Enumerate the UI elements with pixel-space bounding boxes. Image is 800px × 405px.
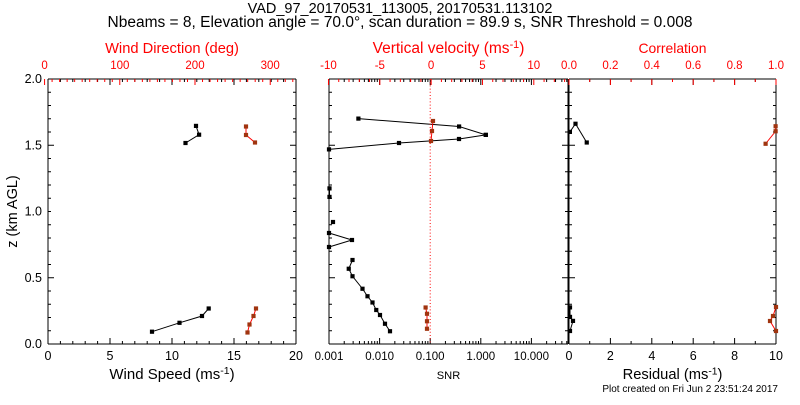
svg-text:0.010: 0.010 bbox=[365, 351, 394, 363]
svg-text:1.0: 1.0 bbox=[768, 60, 784, 72]
svg-text:-5: -5 bbox=[375, 60, 385, 72]
svg-text:0.6: 0.6 bbox=[685, 60, 701, 72]
svg-text:10: 10 bbox=[769, 349, 783, 363]
svg-text:20: 20 bbox=[289, 349, 303, 363]
svg-text:Nbeams = 8, Elevation angle =: Nbeams = 8, Elevation angle = 70.0°, sca… bbox=[108, 14, 693, 31]
svg-text:z (km AGL): z (km AGL) bbox=[5, 175, 21, 248]
svg-text:0.001: 0.001 bbox=[315, 351, 344, 363]
svg-text:0.5: 0.5 bbox=[25, 271, 42, 285]
svg-text:0.2: 0.2 bbox=[602, 60, 618, 72]
svg-text:0.4: 0.4 bbox=[644, 60, 661, 72]
svg-text:100: 100 bbox=[110, 60, 129, 72]
svg-text:Correlation: Correlation bbox=[639, 40, 707, 56]
svg-text:2: 2 bbox=[607, 349, 614, 363]
svg-text:SNR: SNR bbox=[437, 370, 460, 382]
svg-text:Wind Speed (ms-1): Wind Speed (ms-1) bbox=[109, 365, 234, 383]
svg-text:0.0: 0.0 bbox=[25, 337, 42, 351]
svg-text:1.5: 1.5 bbox=[25, 138, 42, 152]
svg-text:Wind Direction (deg): Wind Direction (deg) bbox=[105, 41, 239, 57]
svg-text:4: 4 bbox=[648, 349, 655, 363]
svg-text:10.000: 10.000 bbox=[514, 351, 549, 363]
svg-text:6: 6 bbox=[690, 349, 697, 363]
svg-text:1.000: 1.000 bbox=[466, 351, 495, 363]
svg-text:8: 8 bbox=[731, 349, 738, 363]
svg-text:1.0: 1.0 bbox=[25, 205, 42, 219]
svg-text:0.100: 0.100 bbox=[416, 351, 445, 363]
svg-text:200: 200 bbox=[185, 60, 204, 72]
svg-text:0: 0 bbox=[428, 60, 434, 72]
svg-text:5: 5 bbox=[479, 60, 485, 72]
svg-text:2.0: 2.0 bbox=[25, 72, 42, 86]
svg-text:Vertical velocity (ms-1): Vertical velocity (ms-1) bbox=[373, 39, 525, 57]
svg-text:Residual (ms-1): Residual (ms-1) bbox=[623, 366, 723, 383]
svg-text:0.0: 0.0 bbox=[561, 60, 577, 72]
svg-text:-10: -10 bbox=[320, 60, 337, 72]
svg-text:0: 0 bbox=[45, 349, 52, 363]
svg-text:0: 0 bbox=[566, 349, 573, 363]
svg-text:300: 300 bbox=[261, 60, 280, 72]
svg-text:0: 0 bbox=[41, 60, 47, 72]
svg-text:10: 10 bbox=[527, 60, 540, 72]
svg-text:5: 5 bbox=[107, 349, 114, 363]
svg-text:0.8: 0.8 bbox=[727, 60, 743, 72]
svg-text:Plot created on Fri Jun 2 23:: Plot created on Fri Jun 2 23:51:24 2017 bbox=[602, 384, 778, 395]
svg-text:10: 10 bbox=[165, 349, 179, 363]
svg-text:15: 15 bbox=[227, 349, 241, 363]
